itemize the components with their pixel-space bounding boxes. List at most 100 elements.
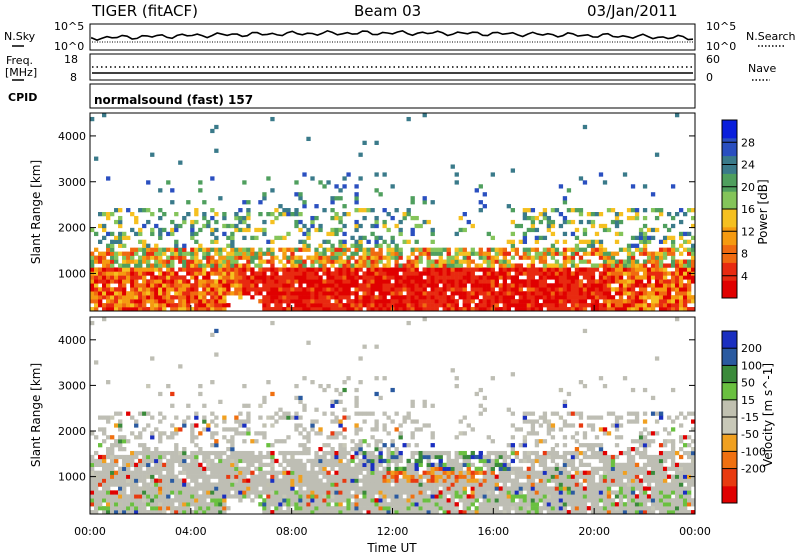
velocity-cell xyxy=(238,486,243,491)
velocity-cell xyxy=(106,474,111,479)
velocity-cell xyxy=(186,486,191,491)
power-cell xyxy=(254,263,259,268)
velocity-cell xyxy=(426,482,431,487)
velocity-cell xyxy=(342,478,347,483)
power-cell xyxy=(318,259,323,264)
power-cell xyxy=(286,307,291,312)
power-cell xyxy=(514,263,520,268)
power-cell xyxy=(458,283,463,288)
velocity-cell xyxy=(102,498,107,503)
power-cell xyxy=(338,291,343,296)
velocity-cell xyxy=(534,454,540,460)
power-cell xyxy=(342,176,347,181)
power-cell xyxy=(378,275,383,280)
velocity-cell xyxy=(374,506,379,511)
velocity-cell xyxy=(546,494,552,499)
velocity-cell xyxy=(246,478,251,483)
power-cell xyxy=(142,299,147,304)
velocity-cell xyxy=(374,474,379,479)
power-cell xyxy=(198,303,203,308)
power-cell xyxy=(294,247,299,252)
power-cell xyxy=(538,275,544,280)
power-cell xyxy=(222,287,227,292)
power-cell xyxy=(242,251,247,256)
power-cell xyxy=(502,291,507,296)
power-cell xyxy=(138,303,143,308)
power-cell xyxy=(562,239,568,244)
power-cell xyxy=(566,271,572,276)
power-cell xyxy=(326,303,331,308)
power-cell xyxy=(326,307,331,312)
velocity-cell xyxy=(362,454,367,460)
velocity-cell xyxy=(318,466,323,471)
power-cell xyxy=(370,275,375,280)
power-cell xyxy=(522,231,528,237)
power-cell xyxy=(158,271,163,276)
velocity-cell xyxy=(546,470,552,475)
velocity-cell xyxy=(242,383,247,389)
velocity-cell xyxy=(318,498,323,503)
power-cell xyxy=(566,291,572,296)
power-cell xyxy=(346,267,351,272)
power-cell xyxy=(626,215,632,221)
power-cell xyxy=(238,279,243,284)
power-cell xyxy=(326,267,331,272)
power-cell xyxy=(562,283,568,288)
power-cell xyxy=(246,255,251,260)
velocity-cell xyxy=(194,454,199,460)
power-cell xyxy=(486,303,491,308)
velocity-cell xyxy=(426,474,431,479)
velocity-cell xyxy=(582,494,588,499)
power-cell xyxy=(194,287,199,292)
power-cell xyxy=(630,251,636,256)
power-cell xyxy=(354,291,359,296)
velocity-cell xyxy=(322,474,327,479)
power-cell xyxy=(514,251,520,256)
velocity-cell xyxy=(370,470,375,475)
power-cell xyxy=(366,251,371,256)
power-cell xyxy=(622,279,628,284)
velocity-cell xyxy=(186,462,191,468)
velocity-cell xyxy=(366,454,371,460)
velocity-cell xyxy=(158,411,163,416)
power-cell xyxy=(418,303,423,308)
velocity-cell xyxy=(222,427,227,432)
power-cell xyxy=(134,263,139,268)
power-cell xyxy=(410,200,415,205)
cpid-panel-frame xyxy=(89,83,696,109)
power-cell xyxy=(418,283,423,288)
velocity-cell xyxy=(294,470,299,475)
power-cell xyxy=(530,263,536,268)
velocity-cell xyxy=(406,415,411,420)
velocity-cell xyxy=(570,490,576,495)
velocity-cell xyxy=(314,486,319,491)
power-cell xyxy=(630,235,636,241)
power-cell xyxy=(610,287,616,292)
power-cell xyxy=(690,263,696,268)
power-cell xyxy=(474,291,479,296)
velocity-cell xyxy=(454,478,459,483)
power-cell xyxy=(270,299,275,304)
velocity-cell xyxy=(390,470,395,475)
power-cell xyxy=(582,275,588,280)
power-cell xyxy=(378,243,383,248)
velocity-cell xyxy=(618,482,624,487)
velocity-cell xyxy=(386,450,391,456)
power-cell xyxy=(662,247,668,252)
velocity-cell xyxy=(462,482,467,487)
power-cell xyxy=(486,291,491,296)
power-cell xyxy=(390,267,395,272)
velocity-cell xyxy=(410,482,415,487)
power-cell xyxy=(510,303,516,308)
power-cell xyxy=(366,267,371,272)
velocity-cell xyxy=(158,462,163,468)
velocity-cell xyxy=(290,494,295,499)
velocity-cell xyxy=(178,490,183,495)
velocity-cell xyxy=(598,482,604,487)
power-cell xyxy=(354,239,359,244)
velocity-cell xyxy=(582,470,588,475)
velocity-cell xyxy=(494,454,499,460)
power-cell xyxy=(214,247,219,252)
power-cell xyxy=(354,275,359,280)
velocity-cell xyxy=(270,320,275,326)
